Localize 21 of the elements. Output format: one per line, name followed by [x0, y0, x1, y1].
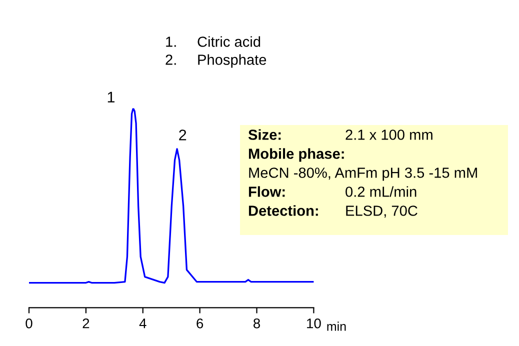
text: 0.2 mL/min	[346, 186, 416, 197]
annotation: Mobile phase:	[248, 148, 344, 162]
x-tick-label: 6	[196, 318, 204, 328]
text: 1.	[166, 36, 176, 47]
x-tick-label: 8	[254, 318, 260, 328]
x-tick-label: 0	[26, 318, 32, 328]
text: Phosphate	[198, 54, 266, 68]
annotation: 1	[108, 92, 114, 102]
text: Citric acid	[198, 36, 260, 47]
annotation: Size:	[248, 129, 281, 140]
x-tick-label: 2	[82, 318, 90, 328]
text: 2.1 x 100 mm	[346, 130, 432, 140]
annotation: 2	[179, 130, 186, 140]
x-axis-title: min	[327, 322, 346, 331]
annotation: Detection:	[248, 205, 318, 216]
text: ELSD, 70C	[346, 206, 418, 218]
x-tick-label: 4	[139, 318, 146, 328]
text: 2.	[166, 54, 176, 65]
x-tick-label: 10	[307, 318, 321, 328]
annotation: MeCN -80%, AmFm pH 3.5 -15 mM	[249, 168, 477, 181]
annotation: Flow:	[248, 186, 285, 197]
